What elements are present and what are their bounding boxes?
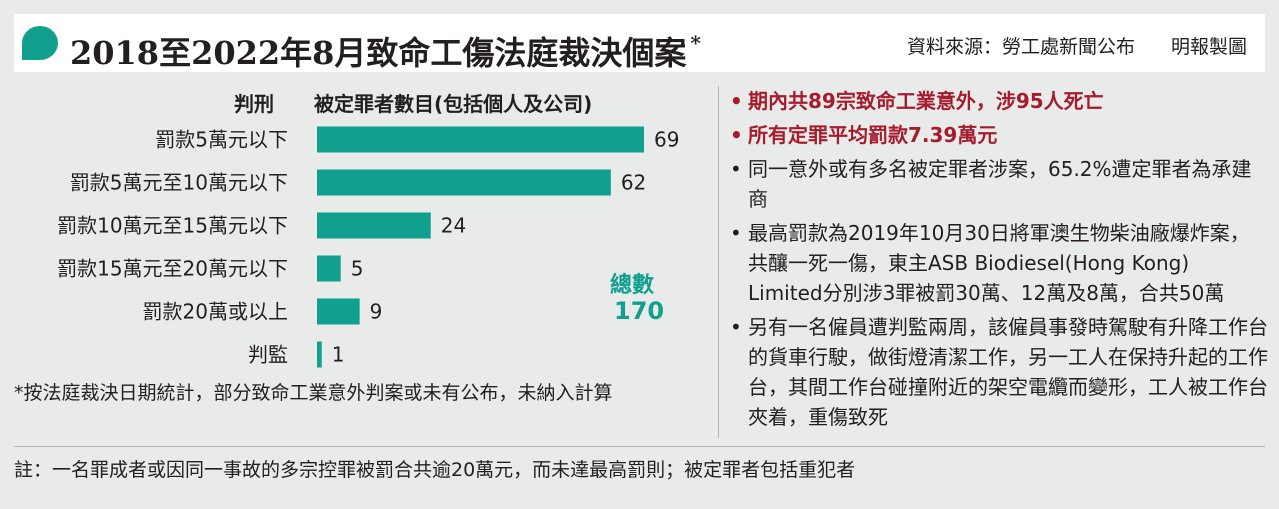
- category-label: 罰款10萬元至15萬元以下: [57, 214, 288, 238]
- bullet-item: 同一意外或有多名被定罪者涉案，65.2%遭定罪者為承建商: [728, 154, 1268, 214]
- bar: [317, 298, 360, 325]
- bullet-item: 所有定罪平均罰款7.39萬元: [728, 120, 1268, 150]
- bullet-item: 期內共89宗致命工業意外，涉95人死亡: [728, 86, 1268, 116]
- category-column-header: 判刑: [234, 92, 274, 116]
- bar-chart: 罰款5萬元以下 69 罰款5萬元至10萬元以下 62 罰款10萬元至15萬元以下 24 罰款…: [57, 126, 679, 368]
- source-text: 資料來源：勞工處新聞公布: [906, 36, 1135, 58]
- speech-bubble-icon: [22, 26, 58, 60]
- vertical-divider: [718, 86, 719, 438]
- value-column-header: 被定罪者數目(包括個人及公司): [314, 92, 593, 116]
- source-credit: 資料來源：勞工處新聞公布 明報製圖: [907, 32, 1247, 59]
- chart-title: 2018至2022年8月致命工傷法庭裁決個案 *: [70, 31, 701, 72]
- total-label: 總數: [610, 273, 655, 298]
- bullet-item: 最高罰款為2019年10月30日將軍澳生物柴油廠爆炸案，共釀一死一傷，東主ASB…: [728, 218, 1268, 308]
- note: 註：一名罪成者或因同一事故的多宗控罪被罰合共逾20萬元，而未達最高罰則；被定罪者…: [14, 459, 856, 481]
- value-label: 62: [621, 171, 646, 195]
- bar: [317, 212, 431, 239]
- header-bar: 2018至2022年8月致命工傷法庭裁決個案 * 資料來源：勞工處新聞公布 明報製圖: [14, 14, 1265, 72]
- category-label: 罰款15萬元至20萬元以下: [57, 257, 288, 281]
- category-label: 罰款5萬元以下: [155, 128, 288, 152]
- value-label: 24: [441, 214, 466, 238]
- bullet-list: 期內共89宗致命工業意外，涉95人死亡所有定罪平均罰款7.39萬元同一意外或有多…: [728, 86, 1268, 436]
- bar: [317, 126, 644, 153]
- category-label: 判監: [248, 343, 288, 367]
- value-label: 1: [332, 343, 345, 367]
- bullet-item: 另有一名僱員遭判監兩周，該僱員事發時駕駛有升降工作台的貨車行駛，做街燈清潔工作，…: [728, 312, 1268, 432]
- credit-text: 明報製圖: [1170, 36, 1247, 58]
- category-label: 罰款20萬或以上: [143, 300, 288, 324]
- value-label: 5: [351, 257, 364, 281]
- value-label: 69: [654, 128, 679, 152]
- bar: [317, 341, 322, 368]
- horizontal-divider: [14, 446, 1265, 447]
- category-label: 罰款5萬元至10萬元以下: [70, 171, 288, 195]
- value-label: 9: [370, 300, 383, 324]
- total-value: 170: [614, 297, 665, 325]
- bar: [317, 255, 341, 282]
- bar: [317, 169, 611, 196]
- footnote: *按法庭裁決日期統計，部分致命工業意外判案或未有公布，未納入計算: [14, 382, 613, 404]
